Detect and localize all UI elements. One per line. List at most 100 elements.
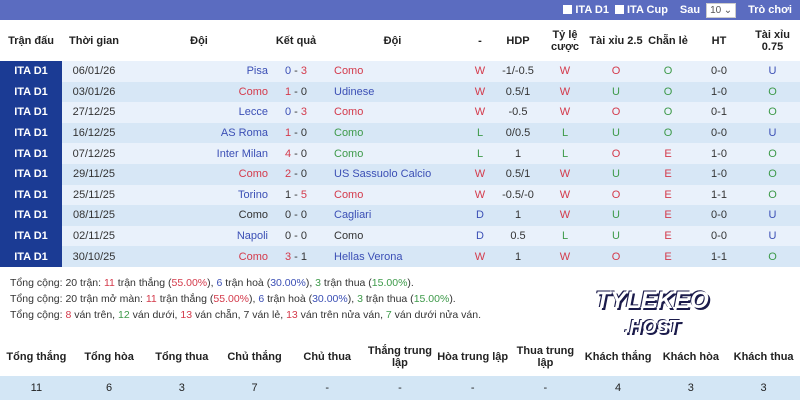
odd-even-cell: O	[643, 61, 693, 82]
summary-value: -	[509, 376, 582, 400]
summary-header: Tổng thua	[155, 351, 209, 363]
score-cell: 4 - 0	[272, 143, 320, 164]
away-team[interactable]: Como	[320, 184, 465, 206]
summary-segment: 30.00%	[312, 292, 348, 305]
ht-cell: 1-1	[693, 246, 745, 267]
home-team[interactable]: Como	[126, 205, 272, 226]
table-row[interactable]: ITA D1 06/01/26 Pisa 0 - 3 Como W -1/-0.5 W O O 0-…	[0, 61, 800, 82]
summary-text: Tổng cộng: 20 trận: 11 trận thắng (55.00…	[0, 267, 800, 323]
date-cell: 30/10/25	[62, 246, 126, 267]
over-under-075-cell: U	[745, 122, 800, 144]
away-team[interactable]: Como	[320, 225, 465, 247]
summary-segment: ván trên,	[71, 308, 118, 321]
filter-ita-d1[interactable]: ITA D1	[563, 4, 609, 16]
date-cell: 06/01/26	[62, 61, 126, 82]
over-under-cell: U	[589, 81, 643, 103]
summary-segment: 11	[103, 276, 115, 289]
away-team[interactable]: US Sassuolo Calcio	[320, 163, 465, 185]
summary-segment: 13	[286, 308, 298, 321]
away-team[interactable]: Udinese	[320, 81, 465, 103]
count-select[interactable]: 10 ⌄	[706, 2, 737, 18]
away-team[interactable]: Cagliari	[320, 205, 465, 226]
home-score: 0	[284, 65, 292, 78]
summary-segment: ),	[305, 276, 316, 289]
score-separator: -	[291, 127, 301, 140]
summary-segment: 30.00%	[270, 276, 306, 289]
column-header: Tài xỉu 2.5	[589, 34, 643, 47]
home-team[interactable]: Napoli	[126, 225, 272, 247]
summary-segment: ván trên nửa ván,	[297, 308, 386, 321]
home-team[interactable]: Como	[126, 246, 272, 267]
odds-cell: W	[541, 163, 589, 185]
league-cell: ITA D1	[0, 225, 62, 247]
score-separator: -	[291, 147, 301, 160]
checkbox-icon[interactable]	[614, 5, 624, 14]
away-team[interactable]: Como	[320, 143, 465, 164]
score-separator: -	[291, 85, 301, 98]
score-separator: -	[291, 250, 301, 263]
hdp-cell: 1	[495, 205, 541, 226]
over-under-cell: O	[589, 246, 643, 267]
summary-segment: 3	[357, 292, 363, 305]
odd-even-cell: O	[643, 122, 693, 144]
home-team[interactable]: Pisa	[126, 61, 272, 82]
summary-header: Chủ thắng	[227, 351, 282, 363]
home-team[interactable]: Inter Milan	[126, 143, 272, 164]
summary-value: -	[290, 376, 364, 400]
summary-segment: 15.00%	[413, 292, 450, 305]
filter-ita-cup[interactable]: ITA Cup	[614, 4, 668, 16]
score-cell: 1 - 5	[272, 184, 320, 206]
over-under-075-cell: O	[745, 246, 800, 267]
table-row[interactable]: ITA D1 02/11/25 Napoli 0 - 0 Como D 0.5 L U E 0-0 U	[0, 225, 800, 247]
away-score: 0	[300, 85, 308, 98]
summary-header: Tổng hòa	[84, 351, 134, 363]
table-row[interactable]: ITA D1 30/10/25 Como 3 - 1 Hellas Verona W 1 W O…	[0, 246, 800, 267]
away-team[interactable]: Como	[320, 61, 465, 82]
home-score: 0	[284, 106, 292, 119]
date-cell: 16/12/25	[62, 122, 126, 144]
away-team[interactable]: Como	[320, 102, 465, 123]
home-team[interactable]: Torino	[126, 184, 272, 206]
summary-segment: 6	[258, 292, 265, 305]
table-row[interactable]: ITA D1 07/12/25 Inter Milan 4 - 0 Como L 1 L O E 1…	[0, 143, 800, 164]
home-team[interactable]: Como	[126, 81, 272, 103]
away-score: 0	[300, 127, 308, 140]
odds-cell: W	[541, 246, 589, 267]
odds-cell: W	[541, 184, 589, 206]
table-row[interactable]: ITA D1 27/12/25 Lecce 0 - 3 Como W -0.5 W O O 0-1 O	[0, 102, 800, 123]
away-team[interactable]: Hellas Verona	[320, 246, 465, 267]
home-team[interactable]: Como	[126, 163, 272, 185]
home-score: 1	[284, 188, 292, 201]
away-team[interactable]: Como	[320, 122, 465, 144]
score-cell: 0 - 0	[272, 225, 320, 247]
table-row[interactable]: ITA D1 08/11/25 Como 0 - 0 Cagliari D 1 W U E 0-0 U	[0, 205, 800, 226]
away-score: 5	[300, 188, 308, 201]
league-cell: ITA D1	[0, 143, 62, 164]
column-header: Tỷ lệ cược	[550, 28, 580, 53]
home-team[interactable]: AS Roma	[126, 122, 272, 144]
hdp-cell: 0.5	[495, 225, 541, 247]
odds-cell: L	[541, 143, 589, 164]
summary-value: -	[363, 376, 437, 400]
summary-segment: 7	[385, 308, 392, 321]
result-cell: W	[465, 246, 495, 267]
home-team[interactable]: Lecce	[126, 102, 272, 123]
summary-segment: Tổng cộng:	[10, 308, 66, 321]
summary-line: Tổng cộng: 20 trận mở màn: 11 trận thắng…	[10, 291, 790, 307]
summary-segment: ván chẵn,	[192, 308, 244, 321]
column-header: Chẵn lẻ	[648, 34, 688, 47]
summary-table: Tổng thắng Tổng hòa Tổng thua Chủ thắng Chủ …	[0, 338, 800, 400]
sau-label: Sau	[679, 4, 701, 16]
over-under-075-cell: O	[745, 81, 800, 103]
over-under-075-cell: U	[745, 225, 800, 247]
table-row[interactable]: ITA D1 16/12/25 AS Roma 1 - 0 Como L 0/0.5 L U O 0…	[0, 122, 800, 144]
summary-line: Tổng cộng: 8 ván trên, 12 ván dưới, 13 v…	[10, 307, 790, 323]
table-row[interactable]: ITA D1 29/11/25 Como 2 - 0 US Sassuolo Calci…	[0, 163, 800, 185]
table-row[interactable]: ITA D1 25/11/25 Torino 1 - 5 Como W -0.5/-0 W O E…	[0, 184, 800, 206]
result-cell: W	[465, 81, 495, 103]
table-row[interactable]: ITA D1 03/01/26 Como 1 - 0 Udinese W 0.5/1 W U O 1…	[0, 81, 800, 103]
odds-cell: W	[541, 102, 589, 123]
checkbox-icon[interactable]	[563, 5, 573, 14]
ht-cell: 0-1	[693, 102, 745, 123]
away-score: 1	[300, 250, 308, 263]
